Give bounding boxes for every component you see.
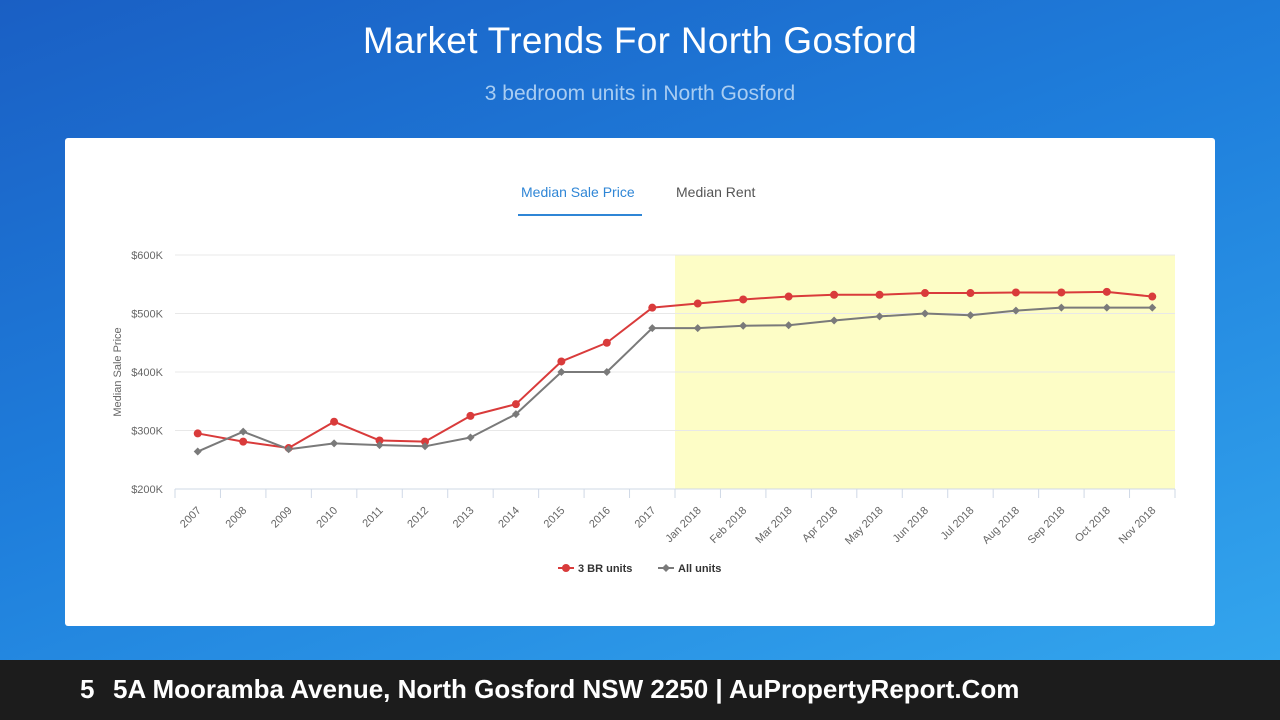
- data-point: [830, 316, 839, 325]
- y-axis-title: Median Sale Price: [112, 327, 124, 416]
- data-point: [784, 292, 793, 301]
- tab-median-rent[interactable]: Median Rent: [676, 184, 756, 200]
- y-tick-label: $600K: [131, 250, 163, 262]
- footer-address: 5A Mooramba Avenue, North Gosford NSW 22…: [113, 674, 1020, 704]
- legend-label: All units: [678, 563, 721, 575]
- x-tick-label: 2016: [587, 505, 613, 531]
- x-tick-label: 2017: [633, 505, 659, 531]
- data-point: [875, 312, 884, 321]
- data-point: [921, 309, 929, 318]
- chart-card: Median Sale Price Median Rent $200K $300K…: [65, 138, 1215, 626]
- page-subtitle: 3 bedroom units in North Gosford: [484, 82, 796, 105]
- x-tick-label: 2012: [405, 505, 431, 531]
- data-point: [875, 290, 884, 299]
- y-tick-label: $200K: [131, 484, 163, 496]
- data-point: [602, 368, 611, 376]
- data-point: [193, 447, 202, 456]
- x-tick-label: Jul 2018: [939, 505, 977, 543]
- data-point: [966, 311, 975, 320]
- legend-marker: [562, 564, 570, 572]
- x-tick-label: 2009: [269, 505, 295, 531]
- data-point: [330, 417, 339, 426]
- data-point: [239, 437, 248, 446]
- x-tick-label: Apr 2018: [800, 505, 840, 545]
- data-point: [648, 324, 657, 333]
- data-point: [466, 433, 475, 442]
- data-point: [1057, 288, 1066, 297]
- y-tick-label: $300K: [131, 426, 163, 438]
- x-tick-label: Nov 2018: [1117, 505, 1159, 547]
- data-point: [557, 357, 566, 366]
- x-tick-label: Mar 2018: [753, 505, 794, 546]
- legend-marker: [662, 564, 670, 572]
- y-tick-label: $400K: [131, 367, 163, 379]
- data-point: [739, 295, 748, 304]
- data-point: [511, 400, 520, 409]
- data-point: [466, 411, 475, 420]
- data-point: [1148, 292, 1157, 301]
- data-point: [1148, 303, 1157, 312]
- data-point: [193, 429, 202, 438]
- data-point: [693, 299, 702, 308]
- data-point: [1102, 287, 1111, 296]
- data-point: [693, 324, 702, 333]
- x-tick-label: Jan 2018: [663, 505, 703, 545]
- x-tick-label: 2008: [224, 505, 250, 531]
- data-point: [1011, 306, 1020, 315]
- series-line-3-br-units: [197, 290, 1153, 450]
- x-tick-label: 2015: [542, 505, 568, 531]
- footer-bar: 5 5A Mooramba Avenue, North Gosford NSW …: [0, 660, 1280, 720]
- x-tick-label: 2013: [451, 505, 477, 531]
- x-tick-label: 2014: [496, 505, 522, 531]
- data-point: [284, 445, 293, 454]
- data-point: [239, 427, 248, 436]
- series-line-all-units: [197, 306, 1153, 453]
- data-point: [375, 441, 384, 450]
- x-tick-label: 2011: [360, 505, 385, 530]
- x-tick-label: Oct 2018: [1073, 505, 1113, 545]
- tab-median-sale-price[interactable]: Median Sale Price: [521, 184, 635, 200]
- y-tick-label: $500K: [131, 309, 163, 321]
- slide-number: 5: [80, 674, 95, 704]
- data-point: [1102, 303, 1111, 312]
- data-point: [557, 368, 566, 376]
- x-tick-label: Jun 2018: [891, 505, 931, 545]
- data-point: [1011, 288, 1020, 297]
- x-tick-label: Feb 2018: [708, 505, 749, 546]
- x-tick-label: 2007: [178, 505, 204, 531]
- data-point: [421, 437, 429, 446]
- data-point: [784, 321, 793, 330]
- page-title: Market Trends For North Gosford: [362, 20, 918, 61]
- data-point: [421, 442, 429, 451]
- data-point: [921, 289, 929, 298]
- data-point: [648, 303, 657, 312]
- data-point: [375, 436, 384, 445]
- legend-label: 3 BR units: [578, 563, 632, 575]
- data-point: [966, 289, 975, 298]
- x-tick-label: Sep 2018: [1026, 505, 1068, 547]
- active-tab-indicator: [518, 214, 642, 216]
- data-point: [830, 290, 839, 299]
- tab-bar: Median Sale Price Median Rent: [65, 182, 1215, 216]
- data-point: [602, 338, 611, 347]
- data-point: [739, 321, 748, 330]
- x-tick-label: May 2018: [843, 505, 886, 548]
- x-tick-label: Aug 2018: [980, 505, 1022, 547]
- data-point: [1057, 303, 1066, 312]
- median-sale-price-chart: $200K $300K $400K $500K $600K Median Sale Pri…: [112, 250, 1176, 575]
- x-tick-label: 2010: [314, 505, 340, 531]
- data-point: [330, 439, 339, 448]
